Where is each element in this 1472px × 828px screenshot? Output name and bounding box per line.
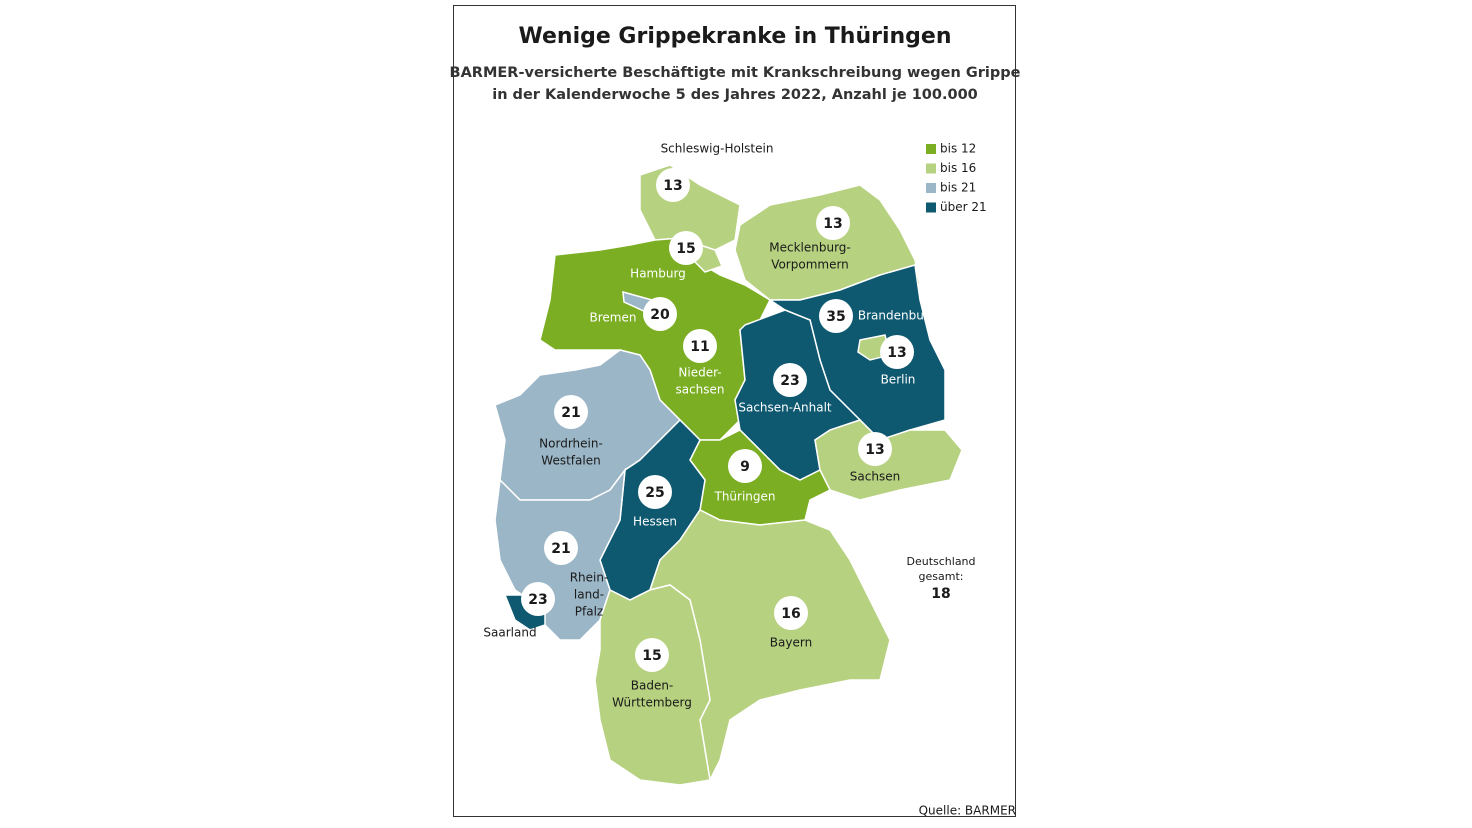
region-value: 15 (676, 241, 695, 257)
value-badge (656, 168, 690, 202)
value-badge (880, 335, 914, 369)
subtitle: BARMER-versicherte Beschäftigte mit Kran… (450, 65, 1021, 81)
region-name: Sachsen-Anhalt (738, 401, 832, 415)
value-badge (816, 206, 850, 240)
region-value: 21 (561, 405, 580, 421)
region-value: 20 (650, 307, 670, 323)
state-region (594, 584, 711, 786)
value-badge (774, 596, 808, 630)
legend-label: über 21 (940, 200, 987, 214)
region-value: 13 (823, 216, 842, 232)
legend-swatch (926, 163, 936, 174)
region-name: Rhein- (570, 571, 609, 585)
region-name: Sachsen (850, 470, 900, 484)
region-value: 23 (528, 592, 547, 608)
value-badge (521, 582, 555, 616)
region-name: Thüringen (713, 490, 775, 504)
region-name: Pfalz (575, 605, 603, 619)
region-value: 11 (690, 339, 709, 355)
legend-swatch (926, 202, 936, 213)
region-name: Westfalen (541, 454, 600, 468)
value-badge (819, 299, 853, 333)
legend-label: bis 12 (940, 142, 976, 156)
source: Quelle: BARMER (919, 804, 1016, 818)
value-badge (544, 531, 578, 565)
value-badge (554, 395, 588, 429)
region-name: Württemberg (612, 696, 692, 710)
total-label: gesamt: (919, 570, 964, 583)
region-value: 9 (740, 459, 750, 475)
total-label: Deutschland (906, 555, 975, 568)
region-value: 35 (826, 309, 845, 325)
value-badge (858, 432, 892, 466)
subtitle: in der Kalenderwoche 5 des Jahres 2022, … (492, 87, 978, 103)
region-name: Bremen (590, 311, 637, 325)
region-name: Mecklenburg- (769, 241, 851, 255)
region-value: 21 (551, 541, 570, 557)
total-value: 18 (931, 586, 950, 602)
value-badge (773, 363, 807, 397)
region-name: sachsen (675, 383, 724, 397)
legend-swatch (926, 144, 936, 154)
region-name: Schleswig-Holstein (661, 142, 774, 156)
region-name: Nordrhein- (539, 437, 603, 451)
legend-label: bis 21 (940, 181, 976, 195)
region-name: Hamburg (630, 267, 686, 281)
region-name: Berlin (881, 373, 916, 387)
region-value: 23 (780, 373, 799, 389)
value-badge (638, 475, 672, 509)
region-value: 13 (663, 178, 682, 194)
region-name: Baden- (631, 679, 674, 693)
state-region (734, 184, 921, 301)
value-badge (669, 231, 703, 265)
region-value: 13 (887, 345, 906, 361)
region-value: 16 (781, 606, 800, 622)
region-name: Nieder- (678, 366, 721, 380)
region-name: Brandenburg (858, 309, 936, 323)
region-value: 13 (865, 442, 884, 458)
region-name: Bayern (770, 636, 812, 650)
value-badge (683, 329, 717, 363)
region-value: 15 (642, 648, 661, 664)
legend-label: bis 16 (940, 161, 976, 175)
region-name: Vorpommern (771, 258, 849, 272)
value-badge (635, 638, 669, 672)
region-name: Saarland (483, 626, 536, 640)
region-name: Hessen (633, 515, 677, 529)
legend-swatch (926, 183, 936, 193)
title: Wenige Grippekranke in Thüringen (519, 24, 952, 49)
value-badge (643, 297, 677, 331)
region-name: land- (574, 588, 604, 602)
map (494, 164, 963, 786)
value-badge (728, 449, 762, 483)
region-value: 25 (645, 485, 664, 501)
